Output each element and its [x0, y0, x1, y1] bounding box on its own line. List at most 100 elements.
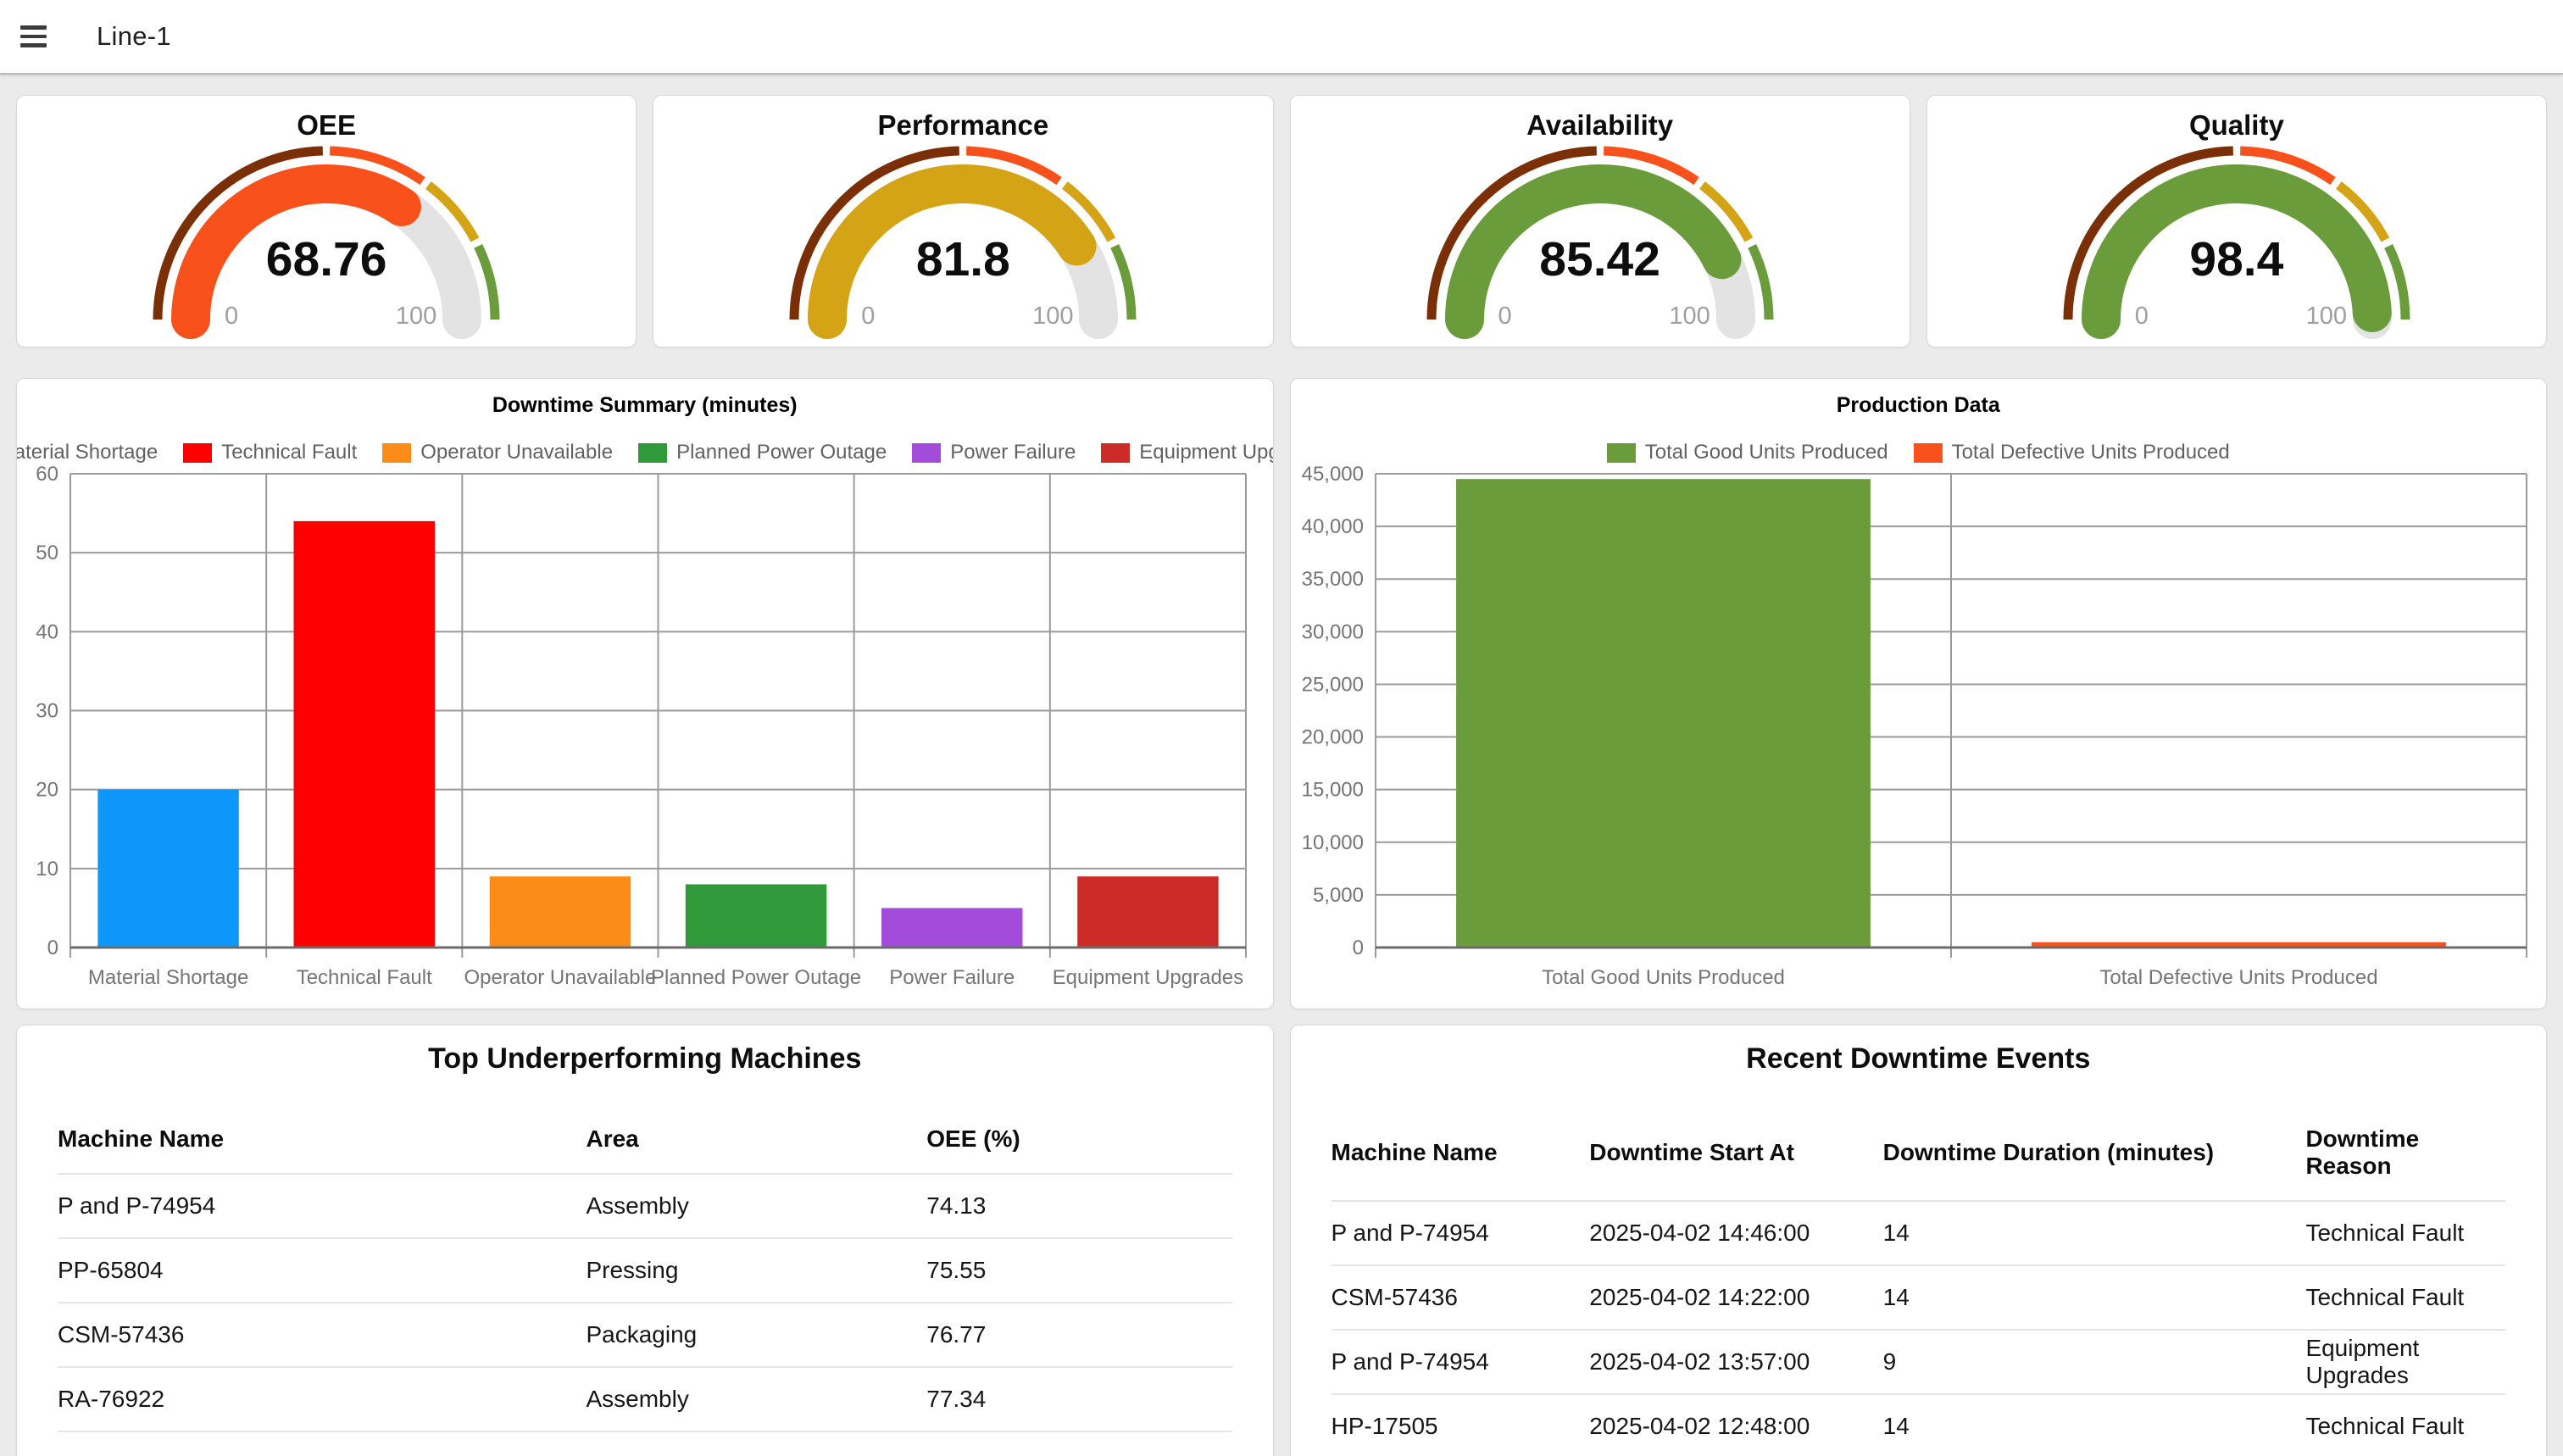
column-header: Machine Name	[1331, 1076, 1590, 1202]
table-cell: 2025-04-02 13:57:00	[1589, 1330, 1883, 1395]
recent-downtime-events-card: Recent Downtime Events Machine Name Downt…	[1289, 1025, 2547, 1456]
downtime-legend: Material Shortage Technical Fault Operator…	[17, 441, 1273, 464]
legend-item[interactable]: Equipment Upgrades	[1101, 441, 1273, 464]
production-chart: 0 5,000 10,000 15,000 20,000 25,000 30,000 35,0…	[1291, 464, 2547, 1009]
gauge-svg	[1426, 146, 1774, 339]
oee-gauge: 68.76 0 100	[148, 145, 504, 347]
app-header: Line-1	[0, 0, 2563, 75]
table-cell: 2025-04-02 12:48:00	[1589, 1394, 1883, 1456]
quality-gauge: 98.4 0 100	[2059, 145, 2415, 347]
table-cell: RA-76922	[58, 1367, 587, 1432]
gauge-card-oee: OEE 68.76 0 100	[16, 95, 637, 347]
gauge-card-availability: Availability 85.42 0 100	[1289, 95, 1910, 347]
y-tick-label: 50	[36, 542, 58, 564]
table-cell: Technical Fault	[2305, 1394, 2505, 1456]
legend-item[interactable]: Technical Fault	[183, 441, 357, 464]
gauge-threshold-band	[2335, 181, 2390, 242]
bar-technical-fault[interactable]	[293, 520, 435, 948]
legend-swatch	[912, 442, 942, 463]
bar-operator-unavailable[interactable]	[489, 876, 631, 948]
table-cell: Pressing	[586, 1238, 927, 1303]
legend-swatch	[1606, 442, 1636, 463]
legend-swatch	[1101, 442, 1131, 463]
gauge-min-label: 0	[861, 303, 876, 330]
table-cell: 2025-04-02 14:46:00	[1589, 1201, 1883, 1266]
gauge-threshold-band	[789, 146, 960, 320]
table-cell: Assembly	[586, 1367, 927, 1432]
recent-downtime-events-table: Machine Name Downtime Start At Downtime Du…	[1331, 1076, 2505, 1456]
bar-total-defective-units-produced[interactable]	[2031, 942, 2446, 948]
gauge-threshold-band	[1110, 243, 1137, 320]
gauge-row: OEE 68.76 0 100 Performance 81.8 0 100 A…	[16, 95, 2547, 347]
y-tick-label: 20,000	[1301, 726, 1363, 749]
gauge-threshold-band	[1747, 243, 1774, 320]
legend-item[interactable]: Planned Power Outage	[638, 441, 887, 464]
y-tick-label: 40	[36, 620, 58, 643]
bar-planned-power-outage[interactable]	[685, 884, 827, 948]
legend-item[interactable]: Operator Unavailable	[382, 441, 613, 464]
availability-gauge: 85.42 0 100	[1422, 145, 1778, 347]
bar-total-good-units-produced[interactable]	[1455, 479, 1871, 948]
chart-title: Downtime Summary (minutes)	[492, 393, 798, 417]
table-cell: Assembly	[586, 1174, 927, 1239]
table-row: CSM-57436 2025-04-02 14:22:00 14 Technical …	[1331, 1265, 2505, 1331]
gauge-threshold-band	[1698, 181, 1753, 242]
y-tick-label: 0	[47, 936, 58, 959]
legend-swatch	[638, 442, 668, 463]
table-row: P and P-74954 Assembly 74.13	[58, 1174, 1232, 1239]
table-cell: 76.77	[926, 1303, 1232, 1368]
gauge-svg	[153, 146, 500, 339]
gauge-card-quality: Quality 98.4 0 100	[1926, 95, 2547, 347]
legend-item[interactable]: Material Shortage	[17, 441, 158, 464]
legend-item[interactable]: Total Good Units Produced	[1606, 441, 1888, 464]
y-tick-label: 10	[36, 858, 58, 881]
gauge-threshold-band	[425, 181, 480, 242]
y-tick-label: 10,000	[1301, 831, 1363, 854]
gauge-title: Performance	[877, 109, 1049, 141]
table-cell: Technical Fault	[2305, 1265, 2505, 1331]
y-tick-label: 40,000	[1301, 515, 1363, 538]
downtime-summary-card: Downtime Summary (minutes) Material Shor…	[16, 378, 1274, 1009]
table-cell: PP-65804	[58, 1238, 587, 1303]
y-tick-label: 25,000	[1301, 673, 1363, 696]
hamburger-icon	[12, 25, 63, 30]
gauge-svg	[789, 146, 1137, 339]
table-row: P and P-74954 2025-04-02 13:57:00 9 Equipme…	[1331, 1330, 2505, 1395]
gauge-threshold-band	[1426, 146, 1597, 320]
gauge-threshold-band	[330, 146, 425, 186]
legend-item[interactable]: Power Failure	[912, 441, 1076, 464]
gauge-fill-arc	[808, 164, 1097, 339]
x-category-label: Operator Unavailable	[464, 966, 657, 989]
table-cell: CSM-57436	[1331, 1265, 1590, 1331]
legend-label: Equipment Upgrades	[1139, 441, 1272, 464]
gauge-threshold-band	[153, 146, 324, 320]
gauge-threshold-band	[2239, 146, 2336, 186]
bar-material-shortage[interactable]	[97, 789, 239, 948]
table-cell: Packaging	[586, 1303, 927, 1368]
table-row: P and P-74954 2025-04-02 14:46:00 14 Techni…	[1331, 1201, 2505, 1266]
legend-label: Planned Power Outage	[676, 441, 887, 464]
column-header: OEE (%)	[926, 1076, 1232, 1175]
bar-power-failure[interactable]	[881, 908, 1023, 948]
gauge-fill-arc	[2081, 164, 2392, 339]
table-cell: 75.55	[926, 1238, 1232, 1303]
table-cell: P and P-74954	[58, 1174, 587, 1239]
bar-chart-svg: 0 5,000 10,000 15,000 20,000 25,000 30,000 35,0…	[1301, 464, 2527, 989]
legend-label: Technical Fault	[221, 441, 358, 464]
bar-equipment-upgrades[interactable]	[1077, 876, 1219, 948]
x-category-label: Total Defective Units Produced	[2099, 966, 2377, 989]
table-cell: 9	[1882, 1330, 2306, 1395]
gauge-threshold-band	[966, 146, 1063, 186]
table-cell: P and P-74954	[1331, 1330, 1590, 1395]
underperforming-machines-card: Top Underperforming Machines Machine Nam…	[16, 1025, 1274, 1456]
legend-label: Material Shortage	[17, 441, 158, 464]
gauge-value: 98.4	[2189, 232, 2284, 286]
downtime-chart: 0 10 20 30 40 50 60 Material Shortage Technical …	[17, 464, 1273, 1009]
gauge-value: 85.42	[1539, 232, 1660, 286]
menu-button[interactable]	[12, 11, 63, 62]
table-cell: 2025-04-02 14:22:00	[1589, 1265, 1883, 1331]
table-row: RA-76922 Assembly 77.34	[58, 1367, 1232, 1432]
gauge-threshold-band	[2063, 146, 2233, 320]
legend-item[interactable]: Total Defective Units Produced	[1913, 441, 2230, 464]
y-tick-label: 0	[1352, 936, 1363, 959]
